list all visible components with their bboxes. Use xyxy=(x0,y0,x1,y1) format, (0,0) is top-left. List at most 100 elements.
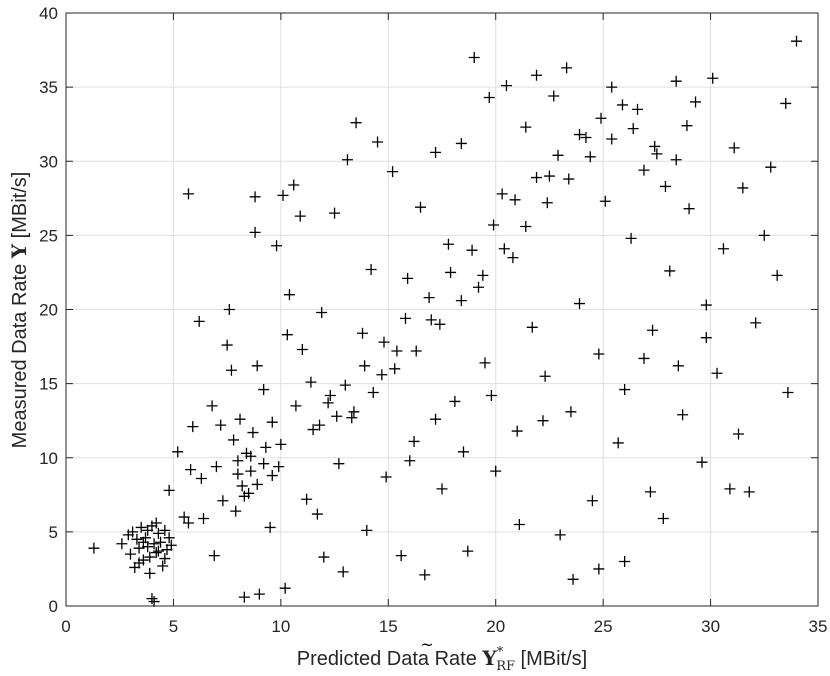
y-axis-label: Measured Data Rate Y [MBit/s] xyxy=(7,172,31,449)
data-point xyxy=(389,363,401,375)
data-point xyxy=(324,389,336,401)
data-point xyxy=(148,596,160,608)
data-point xyxy=(314,419,326,431)
data-point xyxy=(483,92,495,104)
data-point xyxy=(152,527,164,539)
data-point xyxy=(750,317,762,329)
data-point xyxy=(221,339,233,351)
data-point xyxy=(359,360,371,372)
data-point xyxy=(337,566,349,578)
data-point xyxy=(543,170,555,182)
data-point xyxy=(548,90,560,102)
data-point xyxy=(346,412,358,424)
data-point xyxy=(511,425,523,437)
data-point xyxy=(305,376,317,388)
y-tick-label: 30 xyxy=(39,152,58,171)
data-point xyxy=(187,421,199,433)
data-point xyxy=(599,195,611,207)
data-point xyxy=(696,456,708,468)
data-point xyxy=(782,387,794,399)
y-axis-label-prefix: Measured Data Rate xyxy=(9,258,31,448)
data-point xyxy=(210,461,222,473)
x-axis-label-accent: ~ xyxy=(420,635,433,654)
data-point xyxy=(236,480,248,492)
scatter-points xyxy=(88,35,803,608)
data-point xyxy=(296,344,308,356)
data-point xyxy=(567,573,579,585)
data-point xyxy=(198,513,210,525)
data-point xyxy=(541,197,553,209)
x-axis-label-prefix: Predicted Data Rate xyxy=(297,648,483,670)
data-point xyxy=(339,379,351,391)
data-point xyxy=(651,148,663,160)
data-point xyxy=(266,416,278,428)
data-point xyxy=(230,505,242,517)
data-point xyxy=(260,441,272,453)
data-point xyxy=(251,478,263,490)
data-point xyxy=(155,536,167,548)
data-point xyxy=(245,450,257,462)
data-point xyxy=(127,526,139,538)
data-point xyxy=(455,137,467,149)
data-point xyxy=(625,232,637,244)
data-point xyxy=(142,524,154,536)
data-point xyxy=(419,569,431,581)
data-point xyxy=(638,352,650,364)
data-point xyxy=(657,513,669,525)
data-point xyxy=(584,151,596,163)
y-tick-label: 5 xyxy=(49,523,58,542)
x-tick-label: 20 xyxy=(486,617,505,636)
data-point xyxy=(372,136,384,148)
data-point xyxy=(733,428,745,440)
data-point xyxy=(404,455,416,467)
data-point xyxy=(659,180,671,192)
data-point xyxy=(513,518,525,530)
data-point xyxy=(124,548,136,560)
data-point xyxy=(273,461,285,473)
data-point xyxy=(135,521,147,533)
data-point xyxy=(279,582,291,594)
data-point xyxy=(700,332,712,344)
data-point xyxy=(520,121,532,133)
data-point xyxy=(329,207,341,219)
x-tick-label: 35 xyxy=(809,617,828,636)
x-tick-label: 5 xyxy=(169,617,178,636)
data-point xyxy=(165,539,177,551)
data-point xyxy=(275,438,287,450)
data-point xyxy=(301,493,313,505)
data-point xyxy=(365,263,377,275)
data-point xyxy=(182,517,194,529)
data-point xyxy=(415,201,427,213)
data-point xyxy=(683,203,695,215)
data-point xyxy=(232,455,244,467)
data-point xyxy=(150,547,162,559)
x-axis-label: Predicted Data Rate Y* RF [MBit/s] xyxy=(297,645,587,674)
data-point xyxy=(139,532,151,544)
data-point xyxy=(137,536,149,548)
data-point xyxy=(133,557,145,569)
data-point xyxy=(290,400,302,412)
data-point xyxy=(574,129,586,141)
data-point xyxy=(711,367,723,379)
data-point xyxy=(644,486,656,498)
data-point xyxy=(612,437,624,449)
data-point xyxy=(163,484,175,496)
data-point xyxy=(717,243,729,255)
data-point xyxy=(690,96,702,108)
data-point xyxy=(322,397,334,409)
data-point xyxy=(150,517,162,529)
data-point xyxy=(232,468,244,480)
data-point xyxy=(423,292,435,304)
data-point xyxy=(606,81,618,93)
data-point xyxy=(341,154,353,166)
data-point xyxy=(217,495,229,507)
y-tick-label: 40 xyxy=(39,4,58,23)
data-point xyxy=(743,486,755,498)
data-point xyxy=(152,545,164,557)
data-point xyxy=(638,164,650,176)
data-point xyxy=(445,266,457,278)
data-point xyxy=(507,252,519,264)
data-point xyxy=(247,427,259,439)
data-point xyxy=(395,550,407,562)
data-point xyxy=(410,345,422,357)
